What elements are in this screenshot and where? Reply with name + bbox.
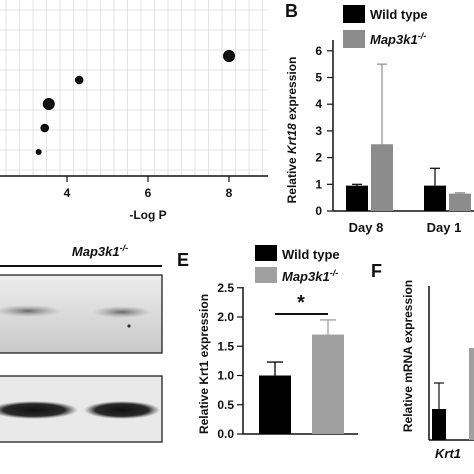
scatter-point [35, 149, 42, 155]
legend-e-wild-label: Wild type [282, 247, 340, 262]
scatter-plot-area [0, 0, 268, 176]
panel-e-y-tick-label: 2.0 [217, 310, 234, 324]
panel-b-y-ticks: 0 1 2 3 4 5 6 [315, 44, 333, 218]
blot-speck [127, 324, 131, 328]
legend-b-ko-sup: -/- [418, 31, 427, 41]
panel-b-y-tick-label: 1 [315, 177, 322, 191]
panel-b-bar [449, 193, 471, 211]
legend-b-wild-swatch [343, 5, 365, 23]
panel-e-y-ticks: 0.0 0.5 1.0 1.5 2.0 2.5 [217, 281, 243, 441]
panel-b-y-tick-label: 6 [315, 44, 322, 58]
blot-title-prefix: Map3k1 [72, 244, 120, 259]
panel-e-y-label: Relative Krt1 expression [197, 294, 211, 434]
scatter-grid [0, 0, 268, 176]
legend-e-wild-swatch [255, 245, 277, 261]
panel-b-y-label: Relative Krt18 expression [285, 57, 299, 204]
legend-b-ko-prefix: Map3k1 [370, 32, 418, 47]
legend-b-ko-label: Map3k1-/- [370, 31, 426, 47]
panel-e-bars [259, 319, 344, 434]
krt18-panel: B Wild type Map3k1-/- Relative Krt18 exp… [285, 1, 474, 235]
panel-b-label: B [285, 1, 298, 21]
panel-e-y-tick-label: 0.5 [217, 398, 234, 412]
scatter-x-label: -Log P [129, 208, 166, 222]
mrna-panel: F Relative mRNA expression Krt1 [371, 261, 474, 461]
scatter-x-tick-label: 8 [226, 186, 233, 200]
scatter-point [74, 75, 84, 85]
panel-f-xtick: Krt1 [435, 446, 461, 461]
scatter-point [40, 123, 50, 133]
krt1-panel: E Wild type Map3k1-/- Relative Krt1 expr… [177, 245, 358, 441]
blot-lower-band-2 [84, 401, 160, 419]
scatter-points [35, 50, 235, 155]
panel-b-y-tick-label: 0 [315, 204, 322, 218]
scatter-panel: 4 6 8 -Log P [0, 0, 268, 222]
panel-f-label: F [371, 261, 382, 281]
panel-f-bar-wild [432, 409, 446, 440]
panel-e-y-tick-label: 1.5 [217, 339, 234, 353]
blot-upper-band-2 [92, 306, 152, 318]
panel-f-bar-ko [469, 348, 474, 440]
legend-b-wild-label: Wild type [370, 7, 428, 22]
panel-e-y-tick-label: 1.0 [217, 369, 234, 383]
legend-e-ko-label: Map3k1-/- [282, 268, 338, 284]
panel-b-y-tick-label: 2 [315, 151, 322, 165]
panel-f-y-label: Relative mRNA expression [401, 280, 415, 432]
blot-title-sup: -/- [120, 243, 129, 253]
panel-b-bar [371, 144, 393, 211]
panel-b-xtick-day8: Day 8 [349, 220, 384, 235]
blot-title: Map3k1-/- [72, 243, 128, 259]
blot-lower-band-1 [0, 401, 78, 419]
panel-b-y-tick-label: 5 [315, 71, 322, 85]
significance-star: * [297, 292, 305, 314]
scatter-point [42, 98, 55, 110]
legend-e-ko-swatch [255, 267, 277, 283]
panel-e-label: E [177, 250, 189, 270]
scatter-x-tick-label: 4 [64, 186, 71, 200]
scatter-x-ticks: 4 6 8 [64, 176, 233, 200]
western-blot-panel: Map3k1-/- [0, 243, 163, 443]
panel-e-y-tick-label: 0.0 [217, 427, 234, 441]
panel-b-bars [346, 63, 471, 211]
panel-b-bar [346, 185, 368, 211]
panel-b-y-tick-label: 4 [315, 97, 322, 111]
blot-upper-band-1 [0, 305, 62, 317]
legend-b-ko-swatch [343, 30, 365, 48]
legend-e-ko-sup: -/- [330, 268, 339, 278]
scatter-x-tick-label: 6 [145, 186, 152, 200]
panel-e-bar [312, 334, 344, 434]
panel-b-xtick-day1: Day 1 [427, 220, 462, 235]
panel-e-bar [259, 375, 291, 434]
panel-b-bar [424, 185, 446, 211]
legend-e-ko-prefix: Map3k1 [282, 269, 330, 284]
panel-e-y-tick-label: 2.5 [217, 281, 234, 295]
panel-b-y-tick-label: 3 [315, 124, 322, 138]
scatter-point [223, 50, 235, 62]
